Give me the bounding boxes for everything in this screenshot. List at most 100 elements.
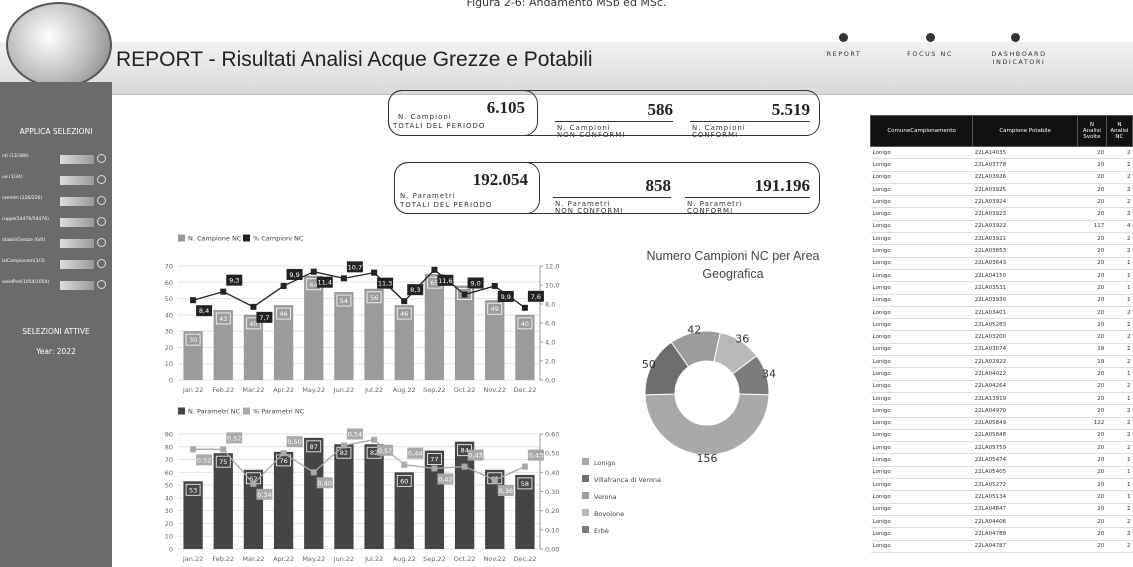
y-tick-label: 30 bbox=[165, 328, 173, 336]
table-row: Lonigo 22LA03926 20 2 bbox=[870, 171, 1133, 184]
slice-label: 42 bbox=[687, 323, 701, 336]
y-tick-label: 20 bbox=[165, 344, 173, 352]
line-label: 0,42 bbox=[438, 476, 452, 484]
line-marker bbox=[521, 463, 528, 470]
filter[interactable]: ruppo(54476/54476) bbox=[2, 217, 110, 228]
table-cell: Lonigo bbox=[870, 294, 973, 307]
table-cell: 2 bbox=[1106, 503, 1133, 516]
filter[interactable]: ue (1/34) bbox=[2, 175, 110, 186]
bar-label-box bbox=[517, 317, 533, 330]
table-cell: 22LA03921 bbox=[972, 232, 1078, 246]
bar bbox=[243, 314, 264, 380]
table-cell: 22LA05474 bbox=[972, 453, 1078, 467]
line-marker bbox=[521, 304, 528, 311]
bar bbox=[213, 309, 233, 380]
table-cell: 2 bbox=[1106, 244, 1133, 258]
bar-label: 56 bbox=[370, 294, 378, 302]
table-cell: 2 bbox=[1106, 232, 1133, 246]
filter-reset[interactable] bbox=[97, 217, 106, 226]
filter-reset[interactable] bbox=[97, 196, 106, 205]
nav-dot bbox=[839, 33, 848, 42]
table-cell: 22LA04787 bbox=[972, 540, 1078, 553]
kpi-label: N. Parametri bbox=[687, 200, 743, 208]
table-cell: Lonigo bbox=[870, 183, 973, 197]
table-cell: Lonigo bbox=[870, 158, 973, 172]
filter[interactable]: rametri (226/226) bbox=[2, 196, 110, 207]
table-row: Lonigo 22LA02922 19 2 bbox=[870, 355, 1133, 369]
table-cell: Lonigo bbox=[870, 441, 973, 455]
x-tick-label: Mar.22 bbox=[242, 555, 264, 563]
line-marker bbox=[190, 446, 197, 453]
table-cell: 22LA04847 bbox=[972, 503, 1078, 516]
table-cell: Lonigo bbox=[870, 343, 973, 357]
underline bbox=[690, 121, 810, 122]
filter-bar bbox=[60, 281, 94, 290]
table-cell: 2 bbox=[1106, 158, 1133, 172]
line-label: 7,7 bbox=[259, 314, 269, 322]
x-tick-label: Feb.22 bbox=[212, 386, 234, 394]
nav-item[interactable]: DASHBOARD INDICATORI bbox=[991, 50, 1047, 66]
table-row: Lonigo 22LA05474 20 1 bbox=[870, 453, 1133, 467]
bar-label-box bbox=[427, 453, 442, 466]
legend-label: N. Campione NC bbox=[188, 235, 242, 243]
filter[interactable]: nti (13/386) bbox=[2, 154, 110, 165]
line-label: 11,6 bbox=[438, 277, 452, 285]
table-header: ComuneCampionamento Campione Potabile N An… bbox=[869, 115, 1133, 147]
sidebar: APPLICA SELEZIONI SELEZIONI ATTIVE Year:… bbox=[0, 82, 112, 567]
kpi-label: N. Campioni bbox=[398, 113, 452, 121]
filter-reset[interactable] bbox=[97, 280, 106, 289]
line-label: 0,36 bbox=[499, 487, 513, 495]
legend-label: Lonigo bbox=[594, 459, 616, 467]
table-row: Lonigo 22LA05134 20 1 bbox=[870, 490, 1133, 504]
table-cell: 2 bbox=[1106, 515, 1133, 529]
filter-reset[interactable] bbox=[97, 175, 106, 184]
y2-tick-label: 6,0 bbox=[545, 320, 555, 328]
x-tick-label: Aug.22 bbox=[393, 386, 416, 394]
table-cell: 22LA03926 bbox=[972, 171, 1078, 184]
filter-reset[interactable] bbox=[97, 238, 106, 247]
line-label-box bbox=[527, 290, 544, 302]
table-cell: 2 bbox=[1106, 417, 1133, 430]
table-row: Lonigo 22LA04788 20 2 bbox=[870, 527, 1133, 541]
filter[interactable]: iziCampionam(3/3) bbox=[2, 259, 110, 270]
bar-label: 54 bbox=[340, 297, 348, 305]
table-row: Lonigo 22LA03531 20 1 bbox=[870, 281, 1133, 295]
filter-reset[interactable] bbox=[97, 259, 106, 268]
y2-tick-label: 0,00 bbox=[545, 546, 559, 554]
line bbox=[192, 268, 526, 309]
legend-label: Verona bbox=[594, 493, 617, 501]
bar bbox=[304, 275, 324, 380]
line-marker bbox=[401, 298, 408, 305]
line-label-box bbox=[437, 473, 454, 485]
table-cell: 2 bbox=[1106, 355, 1133, 369]
filter-reset[interactable] bbox=[97, 154, 106, 163]
table-cell: Lonigo bbox=[870, 478, 973, 492]
table-cell: Lonigo bbox=[870, 417, 973, 430]
table-cell: 22LA03401 bbox=[972, 306, 1078, 320]
line-label: 8,4 bbox=[199, 307, 209, 315]
table-cell: Lonigo bbox=[870, 306, 973, 320]
y2-tick-label: 8,0 bbox=[545, 301, 555, 309]
x-tick-label: Nov.22 bbox=[483, 555, 506, 563]
nav-item[interactable]: REPORT bbox=[826, 50, 862, 58]
table-cell: 22LA05283 bbox=[972, 318, 1078, 332]
filter[interactable]: aieidPrel(1054/1054) bbox=[2, 280, 110, 291]
table-cell: 1 bbox=[1106, 466, 1133, 480]
filter[interactable]: otabili/Grezze (0/0) bbox=[2, 238, 110, 249]
line-label: 9,0 bbox=[470, 280, 480, 288]
y2-tick-label: 4,0 bbox=[545, 339, 555, 347]
x-tick-label: Jul.22 bbox=[364, 555, 383, 563]
table-row: Lonigo 22LA05272 20 1 bbox=[870, 478, 1133, 492]
table-cell: 1 bbox=[1106, 269, 1133, 283]
table-row: Lonigo 22LA04970 20 2 bbox=[870, 404, 1133, 418]
y-tick-label: 10 bbox=[165, 360, 173, 368]
table-cell: Lonigo bbox=[870, 355, 973, 369]
x-tick-label: Dec.22 bbox=[513, 555, 536, 563]
kpi-value: 6.105 bbox=[486, 98, 525, 117]
table-cell: Lonigo bbox=[870, 429, 973, 443]
line-label-box bbox=[346, 261, 363, 273]
table-row: Lonigo 22LA03922 117 4 bbox=[870, 220, 1133, 234]
line-marker bbox=[220, 288, 227, 295]
nav-item[interactable]: FOCUS NC bbox=[907, 50, 953, 58]
line-marker bbox=[190, 297, 197, 304]
